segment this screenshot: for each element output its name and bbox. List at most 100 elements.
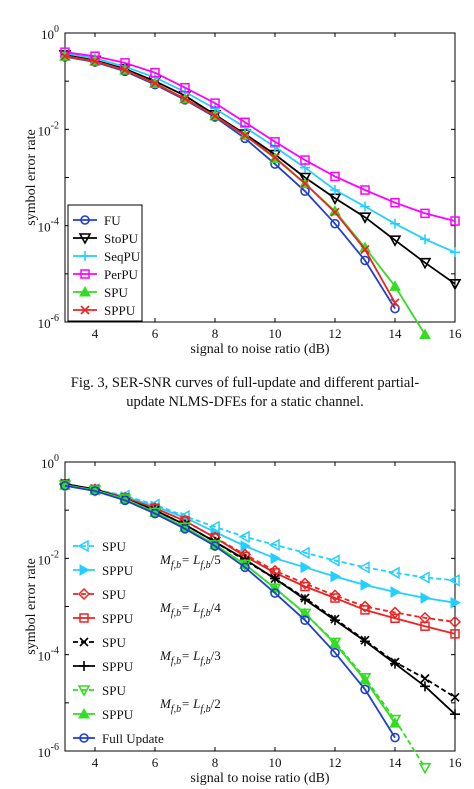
data-point <box>330 615 340 626</box>
legend-marker <box>77 685 91 697</box>
legend-marker <box>78 233 92 245</box>
data-point <box>390 218 400 229</box>
data-point <box>450 247 460 258</box>
x-tick-label: 8 <box>212 326 219 341</box>
legend-label: SPU <box>104 285 128 300</box>
data-point <box>390 197 400 208</box>
legend-marker <box>79 637 89 647</box>
legend-group-label: Mf,b= Lf,b/3 <box>159 648 221 667</box>
data-point <box>448 574 460 587</box>
data-point <box>60 51 70 61</box>
data-point <box>300 581 310 592</box>
legend-item: SPPU <box>73 303 136 318</box>
legend-item: StoPU <box>73 231 139 246</box>
x-tick-label: 12 <box>329 755 342 770</box>
legend-marker <box>80 305 90 315</box>
legend-label: PerPU <box>104 267 139 282</box>
data-point <box>420 621 430 631</box>
data-point <box>330 185 340 196</box>
data-point <box>270 573 280 584</box>
data-point <box>358 561 370 574</box>
data-point <box>390 732 400 743</box>
data-point <box>300 615 310 625</box>
data-point <box>240 540 252 552</box>
legend-item: SPU <box>73 683 126 698</box>
legend-label: SPPU <box>102 611 134 626</box>
data-point <box>240 562 250 573</box>
data-point <box>180 82 190 93</box>
data-point <box>420 592 432 604</box>
data-point <box>388 235 402 247</box>
data-point <box>390 586 402 598</box>
data-point <box>418 257 432 270</box>
data-point <box>450 596 462 609</box>
series-line <box>64 52 456 254</box>
data-point <box>360 255 370 266</box>
data-point <box>268 538 280 552</box>
caption-line-2: update NLMS-DFEs for a static channel. <box>126 394 364 410</box>
legend-marker <box>79 285 91 297</box>
series-perpu <box>60 47 460 226</box>
legend: FU StoPU SeqPU PerPU SPU SPPU <box>67 204 143 322</box>
legend-item: SPU <box>73 587 126 602</box>
x-tick-label: 4 <box>92 326 99 341</box>
legend-marker <box>80 215 90 225</box>
data-point <box>450 216 460 226</box>
legend-label: Full Update <box>102 731 164 746</box>
data-point <box>420 208 430 219</box>
data-point <box>120 65 130 75</box>
data-point <box>450 692 460 702</box>
data-point <box>360 244 370 255</box>
legend-label: SPU <box>102 683 126 698</box>
data-point <box>420 234 430 245</box>
legend-item: SPPU <box>73 707 134 722</box>
data-point <box>60 481 70 491</box>
data-point <box>240 117 250 128</box>
legend-label: SPPU <box>102 659 134 674</box>
data-point <box>389 280 401 291</box>
series-sppu <box>60 51 400 308</box>
legend-item: SeqPU <box>73 249 141 264</box>
legend-item: PerPU <box>73 267 139 282</box>
legend-group-label: Mf,b= Lf,b/2 <box>159 696 221 715</box>
x-tick-label: 14 <box>389 755 403 770</box>
y-tick-label: 10-4 <box>38 646 59 664</box>
data-point <box>210 111 220 121</box>
legend-label: SPU <box>102 587 126 602</box>
legend-item: FU <box>73 213 121 228</box>
data-point <box>300 594 310 605</box>
x-tick-label: 8 <box>212 755 219 770</box>
data-point <box>330 570 342 583</box>
x-tick-label: 4 <box>92 755 99 770</box>
legend-item: SPU <box>73 635 126 650</box>
legend-label: SPU <box>102 635 126 650</box>
data-point <box>300 178 310 189</box>
legend-group-label: Mf,b= Lf,b/4 <box>159 600 221 619</box>
data-point <box>210 98 220 108</box>
series-line <box>64 484 396 739</box>
legend-marker <box>79 733 89 743</box>
legend-box <box>67 204 143 322</box>
data-point <box>270 152 280 163</box>
data-point <box>298 172 312 185</box>
y-tick-label: 100 <box>41 24 59 42</box>
caption-line-1: Fig. 3, SER-SNR curves of full-update an… <box>70 375 420 391</box>
y-tick-label: 10-2 <box>38 120 59 138</box>
chart-static-channel: 4 6 8 10 12 14 16 100 10-2 10-4 10-6 signal to nois… <box>24 24 462 357</box>
legend-label: SPPU <box>102 563 134 578</box>
data-point <box>360 201 370 212</box>
data-point <box>240 130 250 140</box>
x-tick-label: 6 <box>152 755 159 770</box>
legend-marker <box>79 613 89 623</box>
data-point <box>270 141 280 152</box>
legend-item: SPPU <box>73 659 134 674</box>
data-point <box>448 279 462 291</box>
x-tick-label: 10 <box>269 755 282 770</box>
data-point <box>120 495 130 506</box>
data-point <box>360 636 370 647</box>
x-tick-label: 6 <box>152 326 159 341</box>
data-point <box>390 303 400 314</box>
data-point <box>420 673 430 684</box>
y-tick-label: 10-2 <box>38 549 59 567</box>
data-point <box>390 658 400 669</box>
